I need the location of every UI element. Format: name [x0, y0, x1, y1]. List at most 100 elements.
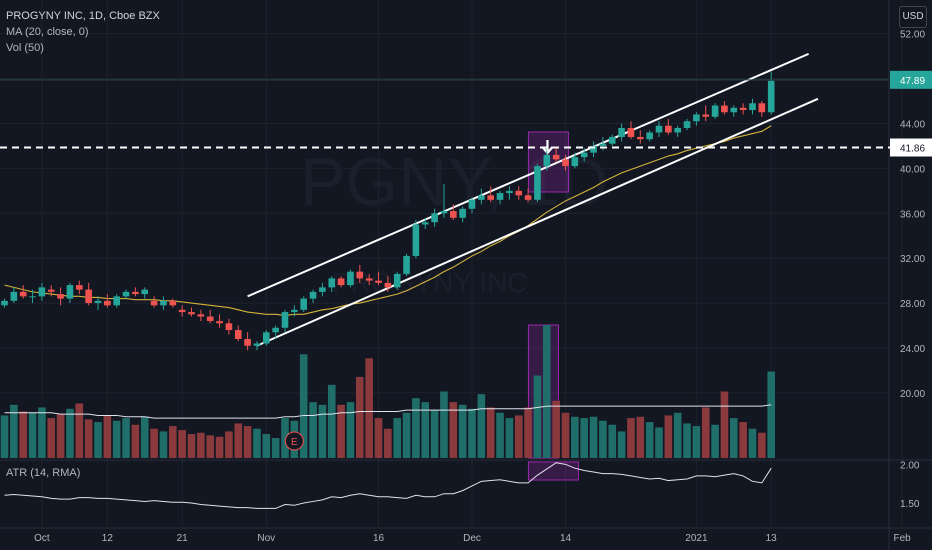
- volume-bar: [122, 418, 130, 458]
- volume-bar: [711, 424, 719, 458]
- volume-bar: [458, 404, 467, 458]
- atr-tick-label: 1.50: [900, 499, 920, 510]
- volume-bar: [140, 416, 149, 458]
- volume-bar: [19, 411, 27, 458]
- volume-bar: [112, 420, 121, 458]
- candle-body: [178, 309, 186, 313]
- candle-body: [655, 125, 663, 133]
- candle-body: [487, 195, 494, 200]
- volume-bar: [673, 412, 682, 458]
- volume-bar: [505, 418, 514, 458]
- volume-bar: [66, 408, 74, 458]
- candle-body: [403, 255, 410, 274]
- volume-bar: [309, 402, 317, 458]
- currency-button[interactable]: USD: [899, 6, 927, 28]
- volume-bar: [75, 403, 84, 458]
- volume-bar: [739, 422, 747, 458]
- volume-bar: [262, 434, 271, 458]
- volume-bar: [206, 435, 214, 458]
- volume-bar: [374, 418, 383, 458]
- time-tick-label: 14: [560, 533, 572, 544]
- candle-body: [244, 339, 251, 346]
- candle-body: [1, 300, 8, 306]
- price-tick-label: 20.00: [900, 389, 925, 400]
- candle-body: [10, 291, 18, 301]
- candle-body: [459, 208, 466, 218]
- volume-bar: [524, 407, 532, 458]
- candle-body: [104, 300, 111, 306]
- volume-bar: [281, 418, 289, 458]
- volume-bar: [337, 404, 345, 458]
- support-price-value: 41.86: [900, 144, 925, 155]
- volume-bar: [131, 424, 140, 458]
- candle-body: [234, 330, 242, 340]
- time-tick-label: 16: [373, 533, 385, 544]
- volume-bar: [683, 423, 691, 458]
- candle-body: [57, 294, 64, 299]
- volume-bar: [10, 404, 18, 458]
- volume-bar: [271, 438, 280, 458]
- candle-body: [618, 127, 625, 137]
- candle-body: [337, 278, 345, 286]
- candle-body: [590, 145, 597, 153]
- volume-bar: [645, 422, 654, 458]
- time-tick-label: Nov: [257, 533, 275, 544]
- candle-body: [328, 278, 336, 288]
- candle-body: [66, 285, 74, 299]
- price-tick-label: 44.00: [900, 119, 925, 130]
- candle-body: [393, 273, 401, 288]
- candle-body: [85, 289, 92, 304]
- candle-body: [571, 157, 579, 167]
- current-price-value: 47.89: [900, 76, 925, 87]
- volume-bar: [84, 419, 93, 458]
- channel-trendline: [256, 97, 819, 347]
- volume-bar: [608, 424, 617, 458]
- candle-body: [758, 103, 766, 113]
- candle-body: [599, 143, 607, 146]
- volume-bar: [159, 431, 168, 458]
- volume-bar: [468, 408, 476, 458]
- symbol-title[interactable]: PROGYNY INC, 1D, Cboe BZX: [6, 10, 160, 22]
- volume-bar: [767, 371, 775, 458]
- price-tick-label: 52.00: [900, 30, 925, 41]
- candle-body: [188, 312, 195, 315]
- earnings-marker: [284, 431, 304, 451]
- volume-bar: [655, 427, 663, 458]
- candle-body: [580, 152, 588, 158]
- candle-body: [440, 211, 448, 214]
- candle-body: [711, 105, 719, 117]
- volume-bar: [692, 426, 701, 458]
- volume-bar: [720, 391, 729, 458]
- candle-body: [749, 103, 756, 111]
- price-tick-label: 24.00: [900, 344, 925, 355]
- volume-bar: [103, 415, 112, 458]
- candle-body: [450, 211, 457, 218]
- volume-bar: [187, 434, 196, 458]
- volume-bar: [533, 375, 542, 458]
- volume-bar: [0, 415, 9, 458]
- candle-body: [300, 298, 307, 310]
- volume-bar: [346, 402, 355, 458]
- candle-body: [478, 195, 485, 200]
- time-tick-label: 2021: [685, 533, 708, 544]
- candle-body: [122, 291, 130, 297]
- volume-bar: [636, 416, 645, 458]
- volume-bar: [38, 407, 46, 458]
- ma-indicator-label[interactable]: MA (20, close, 0): [6, 26, 89, 38]
- volume-bar: [543, 325, 551, 458]
- volume-bar: [412, 398, 420, 458]
- candle-body: [253, 343, 261, 346]
- candle-body: [506, 190, 513, 194]
- atr-indicator-label[interactable]: ATR (14, RMA): [6, 467, 81, 479]
- candle-body: [646, 132, 653, 140]
- candle-body: [608, 136, 616, 144]
- volume-bar: [169, 426, 177, 458]
- candle-body: [206, 316, 214, 322]
- candle-body: [674, 127, 681, 133]
- time-tick-label: 12: [102, 533, 114, 544]
- vol-indicator-label[interactable]: Vol (50): [6, 42, 44, 54]
- candle-body: [132, 291, 139, 295]
- ma-line: [4, 125, 772, 316]
